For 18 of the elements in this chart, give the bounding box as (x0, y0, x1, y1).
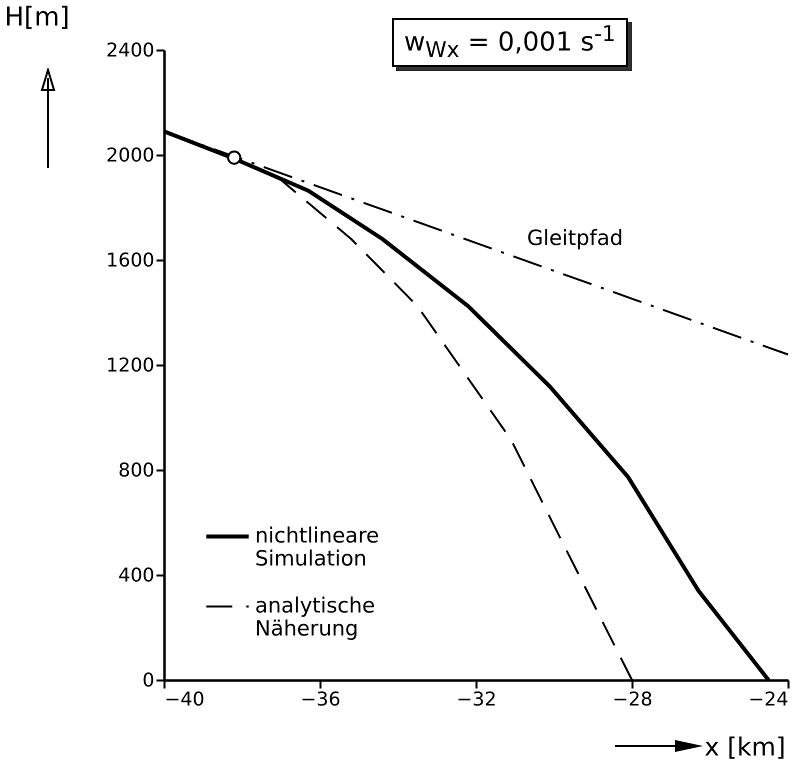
y-tick-label: 2000 (106, 144, 154, 166)
y-axis-title: H[m] (4, 2, 70, 32)
x-tick-label: −36 (300, 688, 341, 710)
y-tick-label: 1200 (106, 354, 154, 376)
x-tick-label: −40 (164, 688, 205, 710)
legend-label: analytische Näherung (255, 594, 376, 640)
y-tick-label: 1600 (106, 250, 154, 272)
y-tick-label: 800 (118, 460, 154, 482)
y-tick-label: 2400 (106, 40, 154, 62)
x-tick-label: −32 (456, 688, 497, 710)
y-tick-label: 0 (142, 670, 154, 692)
x-tick-label: −28 (612, 688, 653, 710)
x-tick-label: −24 (748, 688, 788, 710)
x-axis-title: x [km] (704, 732, 786, 761)
y-tick-label: 400 (118, 564, 154, 586)
annotation: Gleitpfad (527, 226, 624, 250)
annotation: w$_{Wx}$ = 0,001 s$^{-1}$ (392, 18, 628, 67)
legend-label: nichtlineare Simulation (255, 524, 380, 570)
